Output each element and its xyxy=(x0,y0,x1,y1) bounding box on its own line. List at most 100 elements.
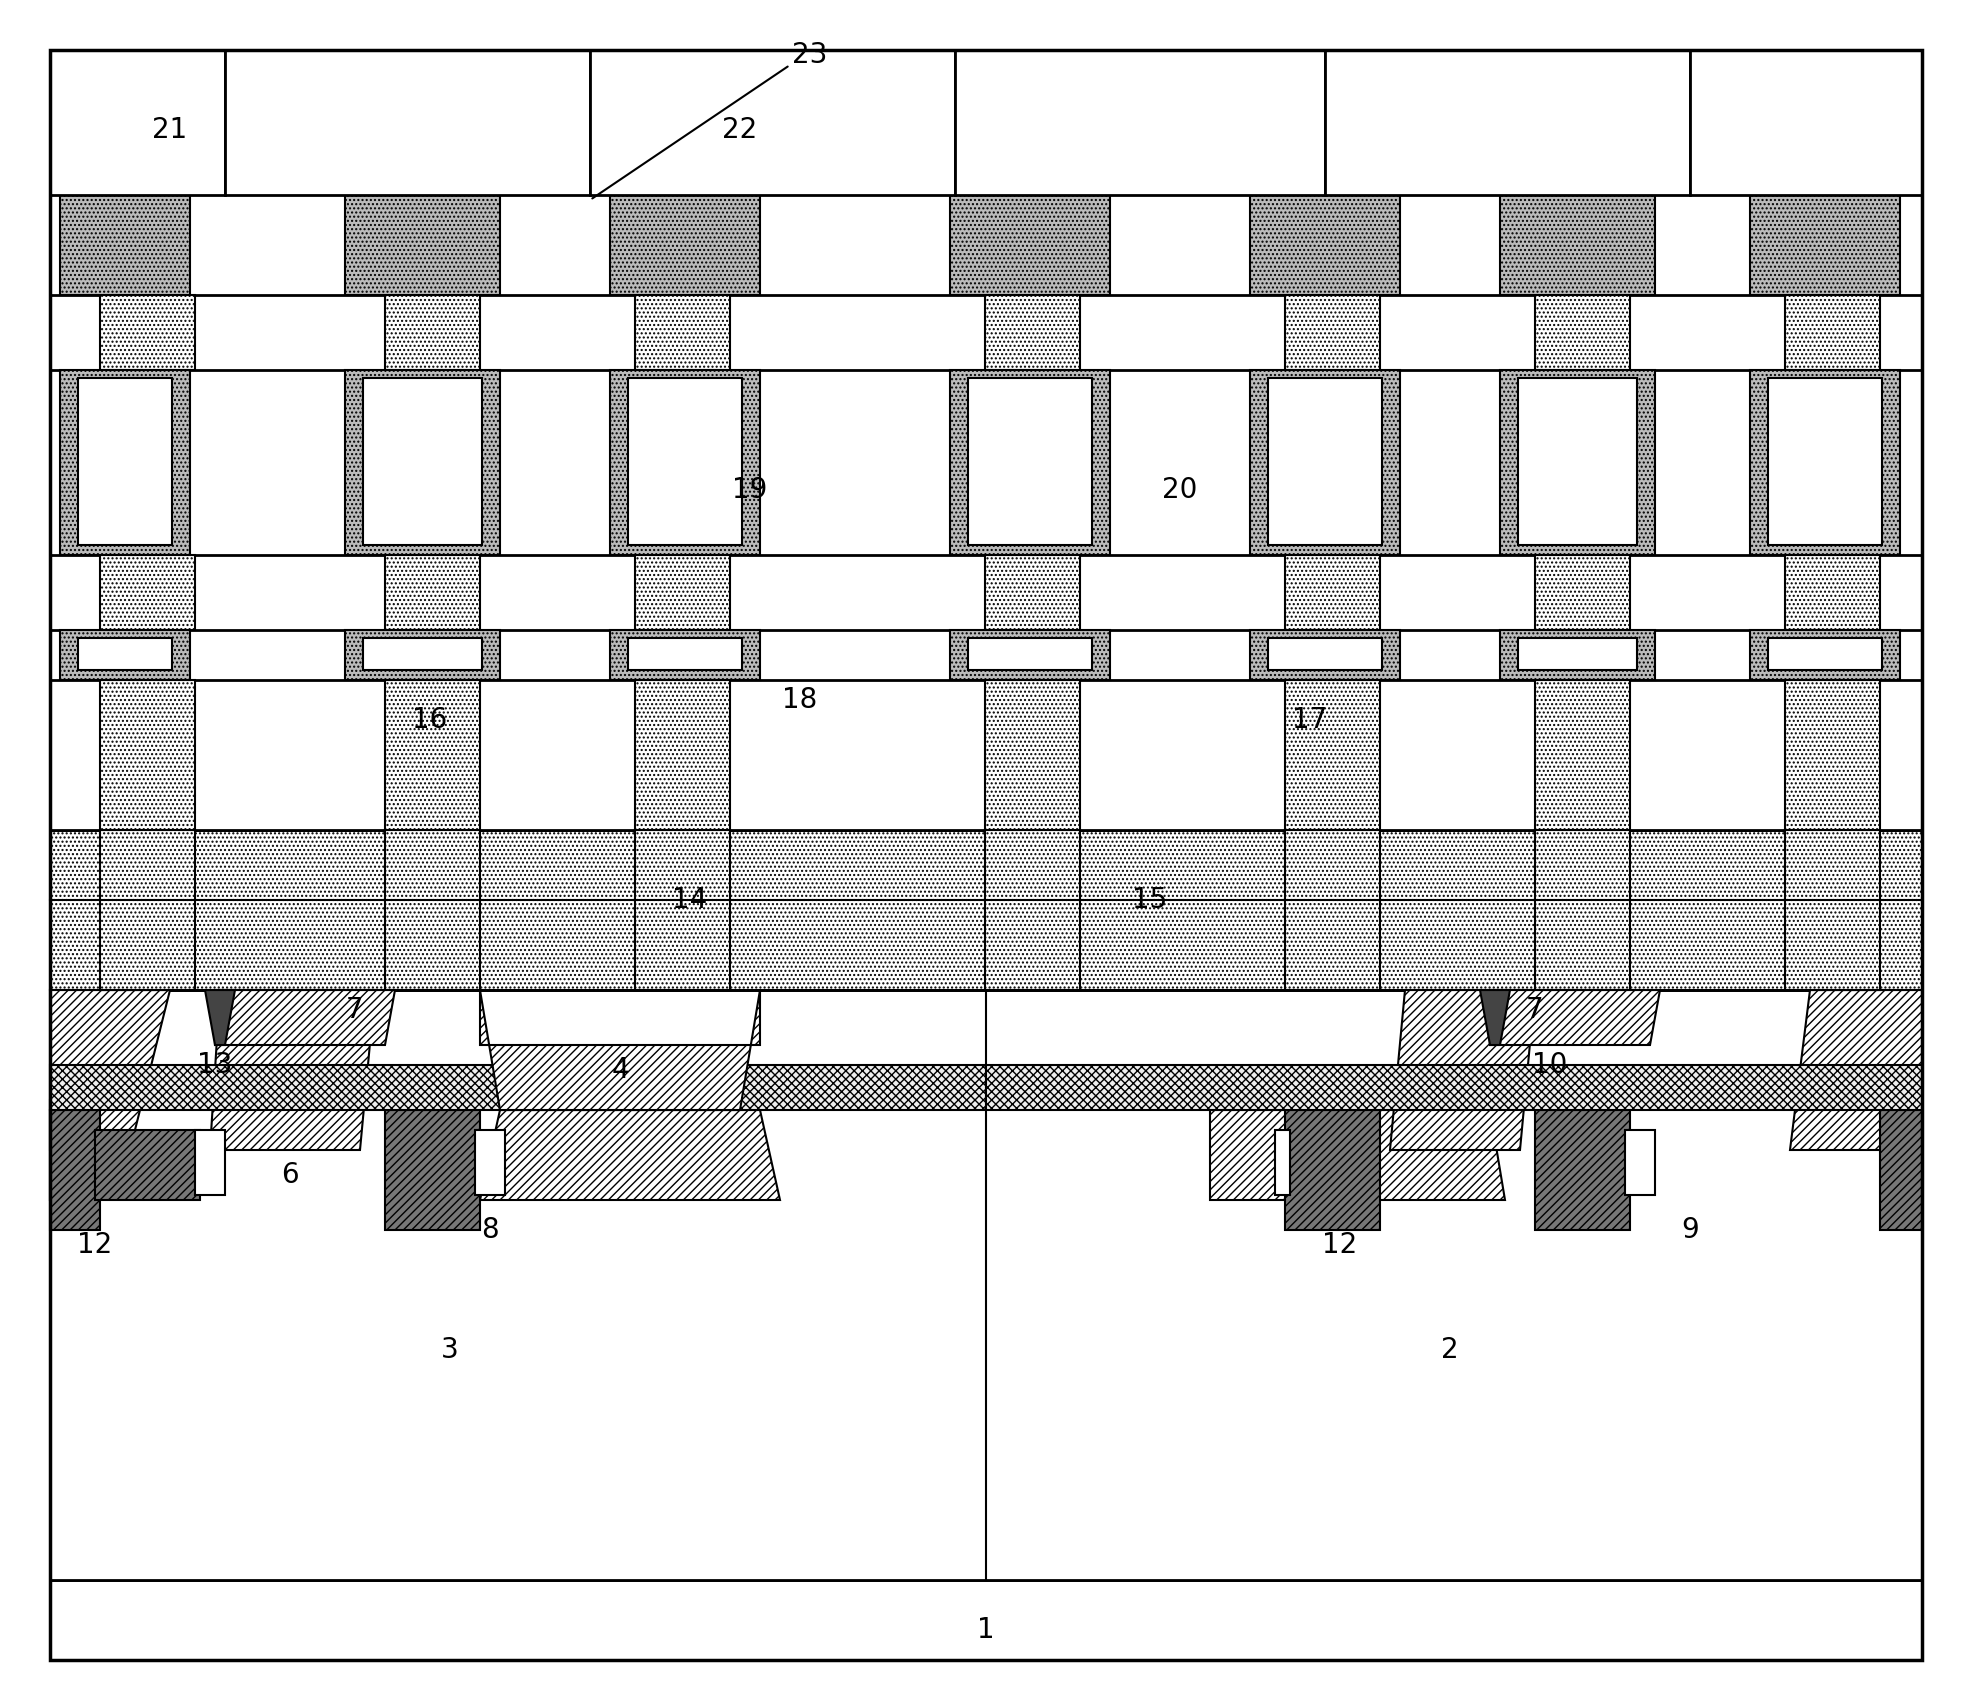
Bar xyxy=(1286,1109,1380,1230)
Bar xyxy=(1749,195,1899,295)
Text: 2: 2 xyxy=(1442,1336,1459,1364)
Bar xyxy=(49,829,1923,990)
Bar xyxy=(475,1130,505,1196)
Bar xyxy=(49,49,225,195)
Text: 15: 15 xyxy=(1132,885,1167,914)
Polygon shape xyxy=(209,990,375,1150)
Text: 21: 21 xyxy=(152,115,187,144)
Text: 17: 17 xyxy=(1292,706,1327,734)
Polygon shape xyxy=(49,990,170,1150)
Bar xyxy=(984,680,1081,829)
Polygon shape xyxy=(215,990,394,1045)
Bar xyxy=(954,49,1325,195)
Bar xyxy=(951,629,1110,680)
Text: 20: 20 xyxy=(1162,477,1197,504)
Bar xyxy=(609,629,759,680)
Bar xyxy=(345,370,501,555)
Bar xyxy=(49,1101,95,1201)
Bar xyxy=(1534,295,1631,370)
Bar xyxy=(1250,195,1400,295)
Bar xyxy=(968,378,1092,544)
Bar xyxy=(1749,370,1899,555)
Bar xyxy=(1250,370,1400,555)
Polygon shape xyxy=(205,990,235,1045)
Bar xyxy=(363,378,481,544)
Bar xyxy=(95,1130,199,1201)
Text: 23: 23 xyxy=(793,41,828,70)
Bar xyxy=(1534,829,1631,990)
Bar xyxy=(609,370,759,555)
Bar xyxy=(984,555,1081,629)
Bar xyxy=(79,638,172,670)
Bar xyxy=(1534,555,1631,629)
Polygon shape xyxy=(479,1109,781,1201)
Bar xyxy=(635,555,730,629)
Bar xyxy=(345,195,501,295)
Polygon shape xyxy=(479,990,759,1109)
Bar xyxy=(1625,1130,1655,1196)
Bar xyxy=(1325,49,1690,195)
Bar xyxy=(59,195,189,295)
Bar xyxy=(49,1065,1923,1109)
Text: 7: 7 xyxy=(347,996,363,1024)
Bar xyxy=(1879,1109,1923,1230)
Bar xyxy=(635,295,730,370)
Bar xyxy=(49,990,1923,1581)
Text: 7: 7 xyxy=(1526,996,1544,1024)
Text: 1: 1 xyxy=(978,1616,994,1643)
Bar xyxy=(1518,638,1637,670)
Bar xyxy=(609,195,759,295)
Bar xyxy=(345,629,501,680)
Bar xyxy=(1785,680,1879,829)
Bar xyxy=(1534,1109,1631,1230)
Bar xyxy=(984,295,1081,370)
Bar xyxy=(225,49,590,195)
Bar xyxy=(1286,295,1380,370)
Bar xyxy=(385,829,479,990)
Text: 16: 16 xyxy=(412,706,448,734)
Bar xyxy=(385,680,479,829)
Bar xyxy=(1276,1130,1290,1196)
Bar xyxy=(951,370,1110,555)
Text: 22: 22 xyxy=(722,115,757,144)
Bar xyxy=(951,195,1110,295)
Bar xyxy=(1268,378,1382,544)
Bar xyxy=(1501,370,1655,555)
Bar xyxy=(1286,555,1380,629)
Text: 14: 14 xyxy=(672,885,708,914)
Bar xyxy=(1785,829,1879,990)
Polygon shape xyxy=(1491,990,1660,1045)
Text: 10: 10 xyxy=(1532,1052,1568,1079)
Bar xyxy=(195,1130,225,1196)
Bar xyxy=(385,1109,479,1230)
Text: 8: 8 xyxy=(481,1216,499,1243)
Bar xyxy=(1268,638,1382,670)
Bar xyxy=(101,829,195,990)
Bar xyxy=(59,629,189,680)
Bar xyxy=(101,555,195,629)
Bar xyxy=(1690,49,1923,195)
Text: 13: 13 xyxy=(197,1052,233,1079)
Bar xyxy=(1286,829,1380,990)
Bar xyxy=(385,555,479,629)
Bar xyxy=(49,295,1923,370)
Bar xyxy=(1534,680,1631,829)
Bar xyxy=(79,378,172,544)
Bar xyxy=(49,1109,101,1230)
Bar xyxy=(627,378,741,544)
Text: 12: 12 xyxy=(1323,1231,1357,1258)
Bar xyxy=(1518,378,1637,544)
Bar xyxy=(1769,638,1881,670)
Bar xyxy=(1501,195,1655,295)
Text: 6: 6 xyxy=(282,1162,300,1189)
Polygon shape xyxy=(1481,990,1511,1045)
Bar xyxy=(101,680,195,829)
Bar xyxy=(1250,629,1400,680)
Bar xyxy=(363,638,481,670)
Polygon shape xyxy=(1211,1109,1505,1201)
Bar xyxy=(101,295,195,370)
Bar xyxy=(49,1109,95,1201)
Bar xyxy=(1286,680,1380,829)
Bar xyxy=(627,638,741,670)
Bar xyxy=(49,1581,1923,1660)
